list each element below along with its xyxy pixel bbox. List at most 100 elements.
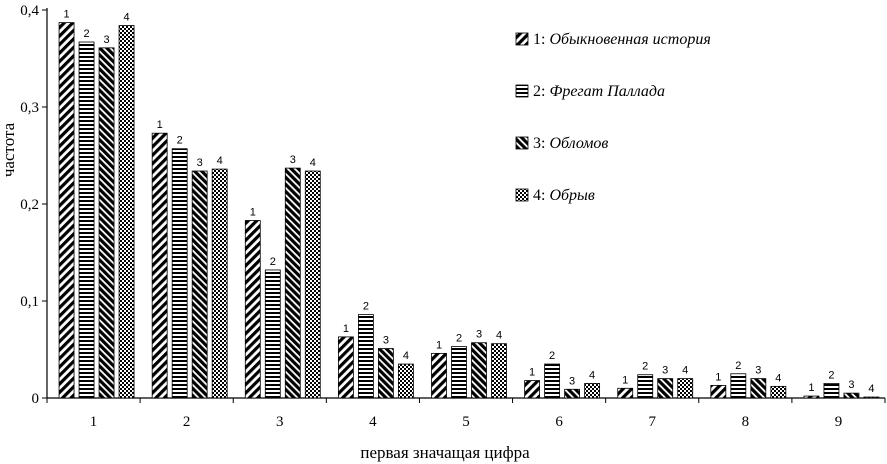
- legend-entry: 4: Обрыв: [533, 187, 595, 204]
- bar: [78, 41, 95, 399]
- legend-number: 1:: [533, 31, 549, 48]
- x-tick-label: 4: [369, 414, 377, 430]
- x-tick-label: 1: [90, 414, 98, 430]
- bar: [118, 25, 135, 399]
- bar-data-label: 4: [123, 12, 129, 24]
- bar-data-label: 3: [755, 365, 761, 377]
- bar: [637, 374, 654, 399]
- bar: [770, 385, 787, 399]
- bar-data-label: 1: [808, 382, 814, 394]
- bar: [244, 220, 261, 399]
- bar: [730, 373, 747, 399]
- bar-data-label: 1: [343, 323, 349, 335]
- bars: 1 2 3 4 1 2 3 4 1 2 3 4 1 2 3 4 1 2 3 4 1 2 3 4 1 2 3 4 1 2 3 4 1 2 3 4: [58, 9, 880, 399]
- bar-data-label: 4: [496, 330, 502, 342]
- bar-data-label: 4: [682, 365, 688, 377]
- bar-data-label: 3: [103, 34, 109, 46]
- bar-data-label: 2: [363, 301, 369, 313]
- legend-swatch: [515, 84, 529, 98]
- bar: [264, 269, 281, 399]
- bar: [58, 22, 75, 399]
- x-tick-label: 7: [648, 414, 656, 430]
- y-tick-label: 0,3: [20, 100, 39, 116]
- bar-data-label: 4: [589, 369, 595, 381]
- bar: [710, 384, 727, 399]
- x-tick-label: 2: [183, 414, 191, 430]
- bar: [451, 346, 467, 399]
- bar: [544, 363, 561, 399]
- bar-data-label: 3: [848, 379, 854, 391]
- y-axis-title: частота: [0, 122, 18, 177]
- bar: [677, 378, 694, 399]
- bar-data-label: 4: [403, 350, 409, 362]
- bar-data-label: 1: [715, 371, 721, 383]
- bar-data-label: 3: [290, 154, 296, 166]
- bar: [397, 363, 414, 399]
- y-tick-label: 0: [32, 391, 40, 407]
- bar-data-label: 1: [250, 206, 256, 218]
- bar-data-label: 1: [436, 339, 442, 351]
- legend: 1: Обыкновенная история 2: Фрегат Паллада…: [515, 31, 711, 204]
- bar: [431, 352, 447, 399]
- bar: [750, 378, 767, 399]
- bar: [564, 388, 581, 399]
- bar-data-label: 1: [157, 119, 163, 131]
- bar-data-label: 3: [662, 365, 668, 377]
- legend-series-name: Обыкновенная история: [549, 31, 710, 48]
- legend-number: 4:: [533, 187, 549, 204]
- legend-number: 2:: [533, 83, 549, 100]
- bar-data-label: 4: [217, 155, 223, 167]
- bar-data-label: 3: [569, 375, 575, 387]
- bar: [377, 348, 394, 399]
- bar: [98, 47, 115, 399]
- bar: [617, 387, 634, 399]
- y-tick-label: 0,2: [20, 197, 39, 213]
- x-tick-label: 3: [276, 414, 284, 430]
- bar: [524, 380, 541, 399]
- x-tick-label: 9: [835, 414, 843, 430]
- legend-swatch: [515, 32, 529, 46]
- legend-entry: 2: Фрегат Паллада: [533, 83, 665, 100]
- bar-data-label: 1: [622, 374, 628, 386]
- bar-data-label: 3: [197, 157, 203, 169]
- bar: [471, 342, 487, 399]
- legend-number: 3:: [533, 135, 549, 152]
- legend-swatch: [515, 136, 529, 150]
- legend-series-name: Обрыв: [549, 187, 594, 204]
- x-tick-label: 8: [742, 414, 750, 430]
- bar: [803, 395, 820, 399]
- bar: [357, 314, 374, 399]
- bar-data-label: 4: [775, 372, 781, 384]
- y-tick-label: 0,1: [20, 294, 39, 310]
- bar-data-label: 2: [828, 369, 834, 381]
- legend-swatch: [515, 188, 529, 202]
- x-tick-label: 6: [555, 414, 563, 430]
- bar-data-label: 3: [476, 329, 482, 341]
- bar-data-label: 2: [642, 361, 648, 373]
- bar-data-label: 2: [270, 256, 276, 268]
- x-tick-label: 5: [462, 414, 470, 430]
- legend-series-name: Фрегат Паллада: [549, 83, 665, 100]
- bar: [284, 167, 301, 399]
- bar-data-label: 1: [63, 9, 69, 21]
- bar: [151, 132, 168, 399]
- bar: [863, 396, 880, 399]
- y-tick-label: 0,4: [20, 3, 39, 19]
- bar-data-label: 2: [735, 360, 741, 372]
- bar-data-label: 2: [177, 135, 183, 147]
- bar: [211, 168, 228, 399]
- bar: [823, 383, 840, 399]
- bar-data-label: 1: [529, 367, 535, 379]
- bar-data-label: 4: [310, 157, 316, 169]
- bar: [304, 170, 321, 399]
- legend-entry: 1: Обыкновенная история: [533, 31, 711, 48]
- bar: [491, 343, 507, 399]
- bar: [657, 378, 674, 399]
- bar: [843, 392, 860, 399]
- legend-entry: 3: Обломов: [533, 135, 608, 152]
- legend-series-name: Обломов: [549, 135, 608, 152]
- bar-data-label: 2: [83, 28, 89, 40]
- bar: [337, 336, 354, 399]
- bar: [191, 170, 208, 399]
